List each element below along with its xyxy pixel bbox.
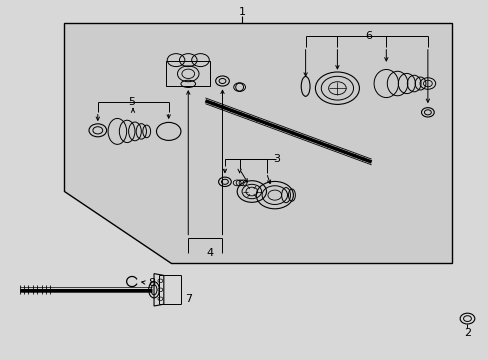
Text: 2: 2 xyxy=(463,328,470,338)
Text: 1: 1 xyxy=(238,6,245,17)
Text: 4: 4 xyxy=(206,248,213,258)
Text: 7: 7 xyxy=(184,294,191,304)
Bar xyxy=(166,61,210,86)
Polygon shape xyxy=(63,23,451,263)
Text: 6: 6 xyxy=(365,31,372,41)
Text: 3: 3 xyxy=(272,154,279,164)
Text: 5: 5 xyxy=(128,96,135,107)
Text: 8: 8 xyxy=(148,278,155,288)
